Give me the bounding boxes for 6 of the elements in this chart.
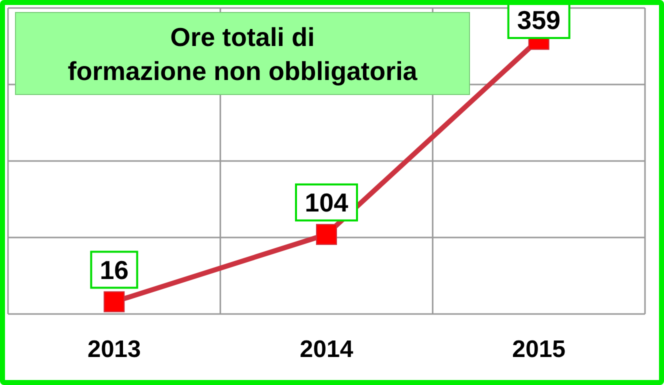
- data-label: 104: [304, 187, 349, 218]
- data-label: 16: [100, 254, 129, 285]
- x-tick-label: 2015: [512, 336, 566, 364]
- x-tick-label: 2014: [300, 336, 354, 364]
- data-label: 359: [517, 5, 561, 35]
- x-tick-label: 2013: [87, 336, 141, 364]
